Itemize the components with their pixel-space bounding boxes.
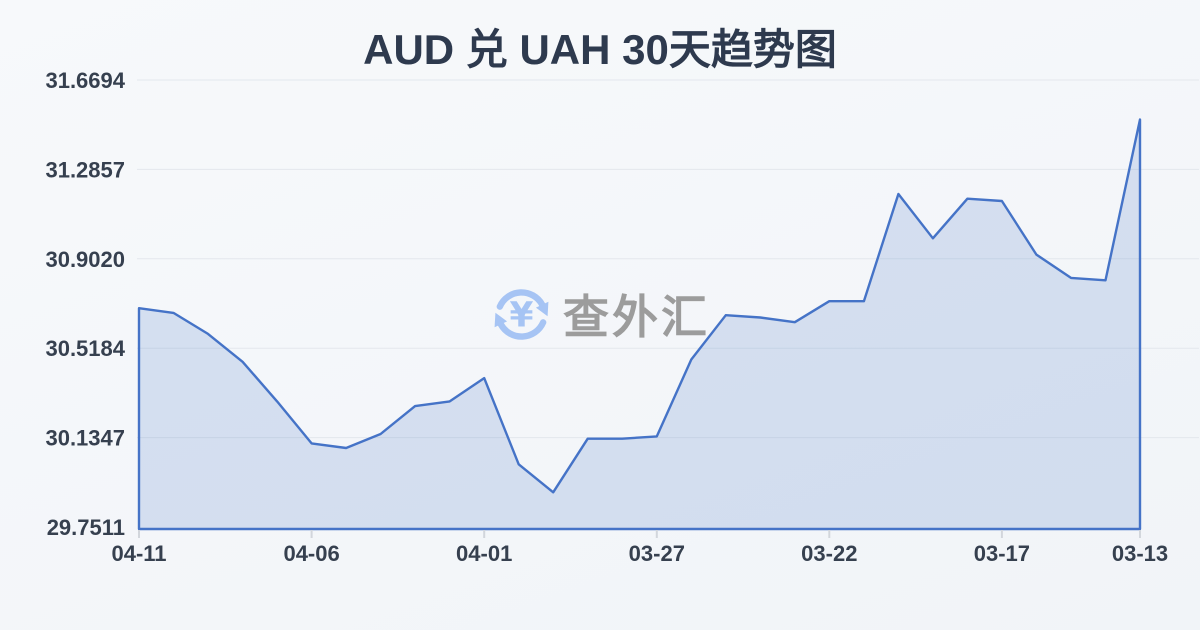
y-axis-label: 31.6694 [45, 68, 125, 93]
y-axis-label: 31.2857 [45, 157, 125, 182]
x-axis-label: 03-22 [801, 541, 857, 566]
x-axis-label: 03-17 [974, 541, 1030, 566]
chart-title: AUD 兑 UAH 30天趋势图 [363, 26, 837, 73]
x-axis-label: 03-13 [1112, 541, 1168, 566]
y-axis-label: 30.9020 [45, 247, 125, 272]
x-axis-label: 03-27 [629, 541, 685, 566]
y-axis-label: 30.5184 [45, 336, 125, 361]
x-axis-label: 04-01 [456, 541, 512, 566]
x-axis-label: 04-11 [111, 541, 166, 566]
y-axis-label: 29.7511 [47, 515, 125, 540]
y-axis-label: 30.1347 [45, 426, 125, 451]
area-series [137, 118, 1142, 531]
x-axis-label: 04-06 [283, 541, 339, 566]
